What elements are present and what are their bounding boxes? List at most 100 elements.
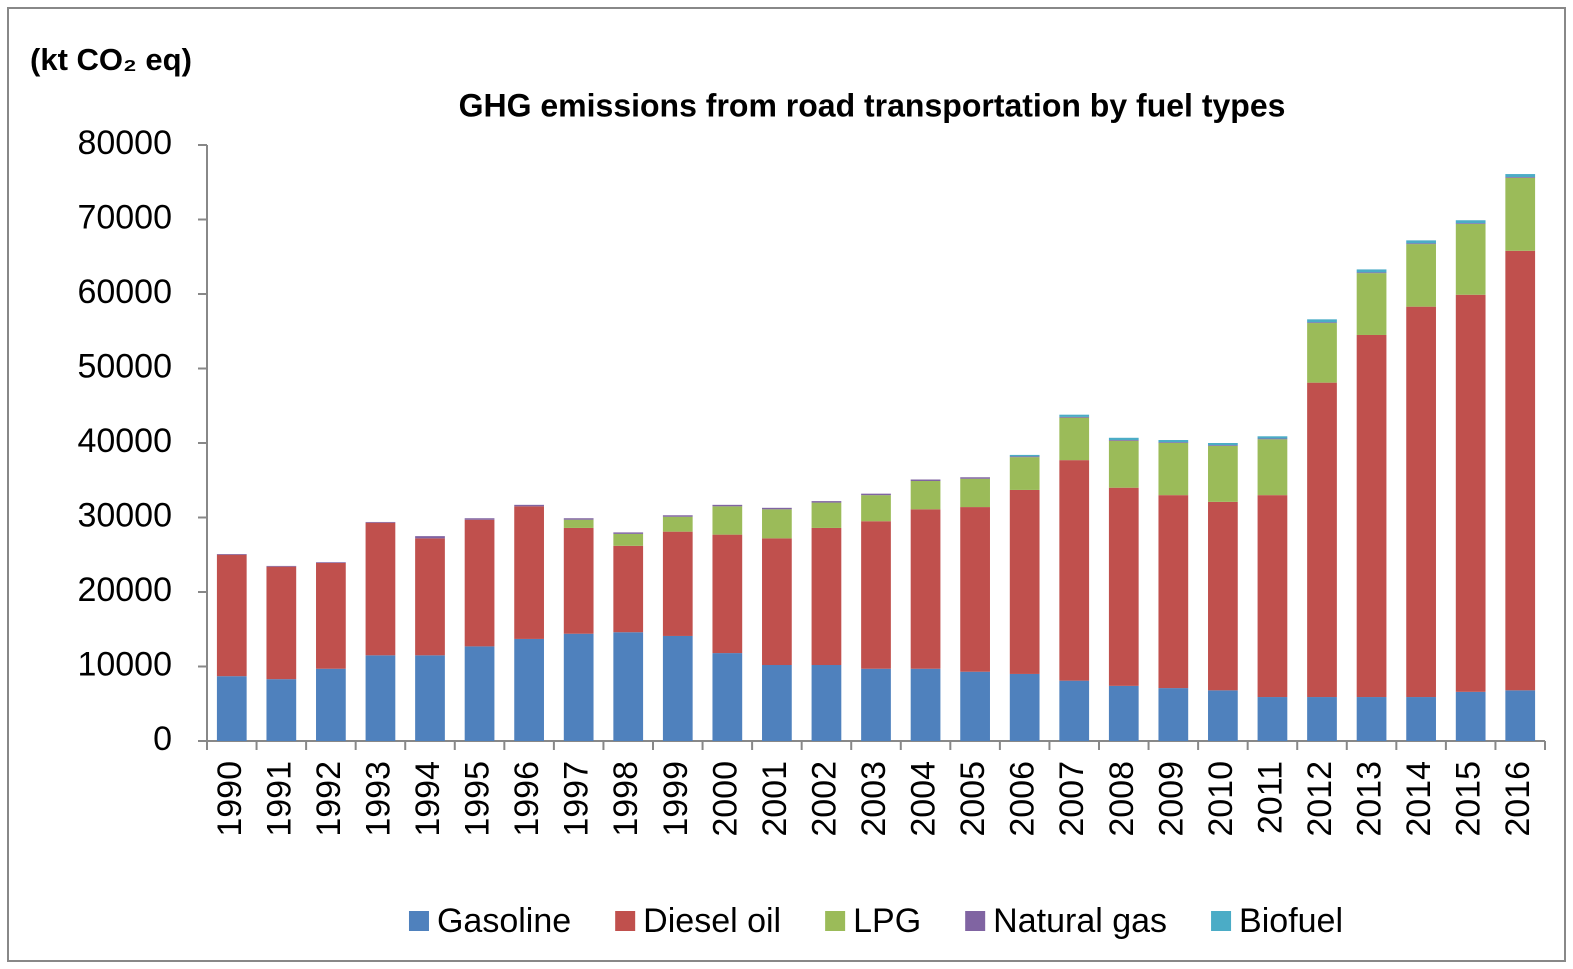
x-tick-label: 2016 (1499, 761, 1537, 837)
legend-swatch (615, 911, 636, 931)
bar-segment (1059, 416, 1090, 418)
bar-segment (1406, 306, 1436, 698)
bar-segment (811, 502, 842, 528)
bar-segment (415, 655, 445, 741)
bar-segment (216, 554, 247, 677)
y-tick-label: 10000 (77, 645, 172, 683)
y-tick-label: 30000 (77, 496, 172, 534)
x-tick-label: 2011 (1251, 761, 1289, 834)
y-tick-label: 80000 (77, 124, 172, 162)
bar-segment (1108, 440, 1139, 488)
chart-title: GHG emissions from road transportation b… (459, 87, 1286, 123)
bar-segment (662, 531, 693, 636)
bar-segment (861, 495, 891, 522)
bar-segment (613, 533, 644, 546)
bar-segment (861, 521, 891, 669)
y-tick-label: 60000 (77, 273, 172, 311)
bar-segment (762, 665, 792, 741)
bar-segment (1208, 690, 1238, 741)
bar-segment (1208, 445, 1238, 502)
bar-segment (1356, 334, 1387, 698)
legend-swatch (965, 911, 986, 931)
bar-segment (613, 545, 644, 633)
x-tick-label: 2007 (1053, 761, 1091, 837)
bar-segment (1307, 323, 1337, 383)
bar-segment (910, 668, 941, 741)
bar-segment (1257, 697, 1288, 741)
bar-segment (811, 665, 842, 741)
bar-segment (1158, 495, 1189, 689)
bar-segment (1009, 489, 1040, 674)
bar-segment (1406, 244, 1436, 307)
bar-segment (216, 676, 247, 741)
bar-segment (1208, 443, 1238, 446)
bar-segment (1009, 457, 1040, 490)
x-tick-label: 1991 (260, 761, 298, 837)
x-tick-label: 2014 (1400, 761, 1438, 837)
x-tick-label: 2003 (855, 761, 893, 837)
bar-segment (415, 536, 445, 539)
bar-segment (762, 507, 792, 510)
bar-segment (1505, 177, 1536, 178)
legend-label: Gasoline (437, 902, 571, 940)
bar-segment (266, 566, 297, 680)
legend-label: Diesel oil (643, 902, 781, 940)
bar-segment (1108, 487, 1139, 686)
bar-segment (910, 480, 941, 510)
y-tick-label: 50000 (77, 347, 172, 385)
bar-segment (563, 527, 594, 634)
bar-segment (1406, 240, 1436, 244)
x-tick-label: 2015 (1450, 761, 1488, 837)
bar-segment (1158, 442, 1189, 443)
legend-label: Natural gas (993, 902, 1167, 940)
x-tick-label: 2000 (706, 761, 744, 837)
bar-segment (613, 632, 644, 741)
bar-segment (365, 655, 396, 741)
bar-segment (960, 507, 990, 672)
x-tick-label: 2008 (1103, 761, 1141, 837)
bar-segment (662, 515, 693, 517)
bar-segment (1257, 438, 1288, 440)
x-tick-label: 1999 (657, 761, 695, 837)
bar-segment (1505, 250, 1536, 691)
bar-segment (861, 493, 891, 496)
bar-segment (1356, 697, 1387, 741)
x-tick-label: 2004 (905, 761, 943, 837)
x-tick-label: 1992 (310, 761, 348, 837)
bar-segment (662, 635, 693, 741)
bar-segment (1108, 685, 1139, 741)
bar-segment (1257, 495, 1288, 698)
legend-label: Biofuel (1239, 902, 1343, 940)
bar-segment (1158, 440, 1189, 443)
bar-segment (1406, 243, 1436, 245)
y-tick-label: 40000 (77, 422, 172, 460)
bar-segment (1406, 697, 1436, 741)
bar-segment (1455, 294, 1486, 692)
y-tick-label: 0 (153, 720, 172, 758)
bar-segment (1009, 673, 1040, 741)
bar-segment (1455, 223, 1486, 224)
y-axis-label: (kt CO₂ eq) (30, 42, 192, 77)
bar-segment (365, 522, 396, 656)
bar-segment (1257, 436, 1288, 439)
bar-segment (316, 562, 346, 563)
bar-segment (563, 519, 594, 528)
bar-segment (960, 478, 990, 508)
bar-segment (464, 519, 495, 647)
bar-segment (514, 638, 544, 741)
legend-swatch (408, 911, 429, 931)
bar-segment (910, 509, 941, 669)
bar-segment (960, 477, 990, 479)
bar-segment (662, 516, 693, 532)
bar-segment (1257, 439, 1288, 496)
bar-segment (1307, 319, 1337, 323)
bar-segment (1208, 501, 1238, 691)
bar-segment (712, 506, 743, 535)
legend-label: LPG (853, 902, 921, 940)
bar-segment (1108, 437, 1139, 441)
bar-segment (563, 518, 594, 520)
bar-segment (1356, 272, 1387, 274)
bar-segment (415, 538, 445, 656)
bar-segment (910, 479, 941, 481)
